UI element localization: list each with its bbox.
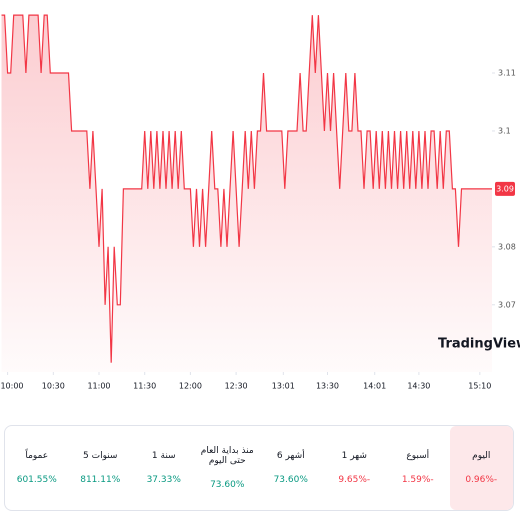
- watermark: TradingView: [438, 337, 520, 352]
- period-cell[interactable]: اليوم 0.96%-: [449, 426, 513, 510]
- x-tick-label: 10:30: [42, 382, 65, 391]
- x-tick-label: 14:30: [407, 382, 430, 391]
- period-label: اليوم: [472, 451, 491, 461]
- x-tick-label: 14:01: [363, 382, 386, 391]
- y-tick-label: 3.11: [498, 69, 516, 78]
- period-cell[interactable]: 6 أشهر 73.60%: [259, 426, 323, 510]
- period-label: منذ بداية العام حتى اليوم: [200, 446, 254, 466]
- x-tick-label: 12:00: [179, 382, 202, 391]
- period-change: 1.59%-: [401, 475, 434, 485]
- period-label: 5 سنوات: [83, 451, 118, 461]
- period-change: 601.55%: [16, 475, 57, 485]
- period-cell[interactable]: أسبوع 1.59%-: [386, 426, 450, 510]
- period-change: 0.96%-: [465, 475, 498, 485]
- x-tick-label: 11:30: [133, 382, 156, 391]
- performance-panel: اليوم 0.96%- أسبوع 1.59%- 1 شهر 9.65%- 6 أشهر 7…: [4, 425, 514, 511]
- period-change: 9.65%-: [338, 475, 371, 485]
- period-change: 73.60%: [210, 480, 245, 490]
- y-tick-label: 3.1: [498, 126, 511, 135]
- period-change: 37.33%: [146, 475, 181, 485]
- price-line: [1, 14, 492, 363]
- period-cell[interactable]: 5 سنوات 811.11%: [69, 426, 133, 510]
- y-tick-label: 3.07: [498, 300, 516, 309]
- period-cell[interactable]: عموماً 601.55%: [5, 426, 69, 510]
- period-label: 1 شهر: [341, 451, 367, 461]
- last-price-box: [495, 181, 515, 196]
- x-tick-label: 10:00: [0, 382, 23, 391]
- period-label: أسبوع: [406, 451, 430, 461]
- period-cell[interactable]: منذ بداية العام حتى اليوم 73.60%: [196, 426, 260, 510]
- period-label: عموماً: [25, 451, 49, 461]
- period-cell[interactable]: 1 سنة 37.33%: [132, 426, 196, 510]
- period-change: 73.60%: [273, 475, 308, 485]
- x-tick-label: 13:01: [272, 382, 295, 391]
- period-change: 811.11%: [80, 475, 121, 485]
- x-tick-label: 11:00: [87, 382, 110, 391]
- chart: TradingView 3.07 3.08 3.1 3.11 10:00 10:30 11:…: [0, 14, 520, 391]
- last-price-label: 3.09: [496, 184, 514, 193]
- period-label: 1 سنة: [151, 451, 176, 461]
- x-tick-label: 12:30: [225, 382, 248, 391]
- period-label: 6 أشهر: [276, 451, 305, 461]
- period-cell[interactable]: 1 شهر 9.65%-: [323, 426, 387, 510]
- x-tick-label: 13:30: [316, 382, 339, 391]
- x-tick-label: 15:10: [468, 382, 491, 391]
- y-tick-label: 3.08: [498, 242, 516, 251]
- area-fill: [1, 15, 492, 372]
